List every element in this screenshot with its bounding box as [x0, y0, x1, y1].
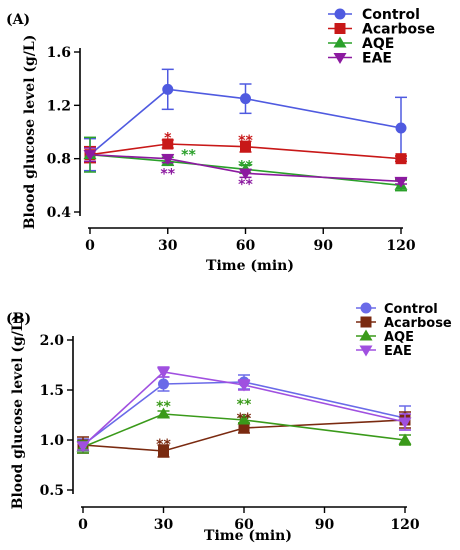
panel-a-control-point	[240, 93, 251, 105]
panel-a-legend-eae-marker	[333, 53, 347, 64]
panel-b-y-tick-label: 1.0	[40, 433, 65, 449]
panel-b-x-tick-label: 0	[78, 517, 88, 533]
panel-a-x-tick-label: 0	[85, 238, 95, 254]
panel-a-control-line	[89, 88, 402, 156]
panel-b-legend-acarbose-marker	[360, 316, 372, 328]
panel-a-eae-point	[161, 154, 175, 166]
panel-a-significance-label: **	[160, 166, 175, 182]
panel-a-label: (A)	[6, 12, 30, 28]
panel-b-acarbose-line	[82, 419, 406, 452]
panel-b-eae-point	[157, 367, 170, 379]
panel-b-eae-point	[237, 380, 251, 392]
panel-a-significance-label: *	[164, 130, 172, 146]
panel-a-eae-line	[89, 153, 402, 183]
panel-a-y-tick-label: 1.2	[47, 98, 71, 114]
panel-a-significance-label: **	[181, 148, 196, 164]
panel-a-x-tick-label: 120	[386, 238, 415, 254]
panel-a-legend-aqe-label: AQE	[362, 36, 394, 52]
panel-b-legend-control-label: Control	[384, 302, 438, 317]
panel-a-acarbose-point	[395, 153, 407, 165]
panel-a-eae-point	[239, 168, 252, 180]
panel-a-x-axis-title: Time (min)	[206, 258, 294, 274]
panel-a-significance-label: **	[238, 133, 253, 149]
panel-b-significance-label: **	[156, 399, 171, 415]
panel-b-eae-line	[82, 371, 406, 447]
panel-a-significance-label: **	[238, 177, 253, 193]
panel-b-significance-label: **	[156, 437, 171, 453]
panel-a-control-point	[395, 122, 407, 134]
panel-a-acarbose-point	[162, 138, 174, 150]
panel-b-control-point	[158, 378, 169, 390]
panel-b-control-line	[82, 381, 406, 446]
panel-a-eae-point	[394, 176, 408, 188]
panel-a-acarbose-point	[240, 141, 251, 153]
panel-a-acarbose-line	[89, 143, 402, 160]
panel-a-legend-eae-label: EAE	[362, 51, 392, 67]
panel-a-y-axis-title: Blood glucose level (g/L)	[22, 35, 38, 230]
panel-a-legend-control-label: Control	[362, 7, 420, 23]
panel-b-chart: (B) 0.5 1.0 1.5 2.0 0 30 60 90 120 Blood glucose l…	[6, 302, 452, 544]
panel-b-x-tick-label: 30	[154, 517, 174, 533]
panel-a-y-tick-label: 0.8	[47, 152, 71, 168]
panel-b-aqe-point	[237, 413, 251, 425]
panel-b-significance-label: **	[237, 397, 252, 413]
panel-a-legend-acarbose-marker	[334, 23, 346, 34]
panel-b-aqe-point	[398, 433, 412, 445]
panel-b-eae-point	[76, 441, 90, 453]
panel-a-legend-control-marker	[334, 8, 346, 20]
panel-a-significance-label: **	[238, 158, 253, 174]
panel-b-legend-control-marker	[360, 302, 372, 314]
panel-a-x-tick-label: 60	[236, 238, 256, 254]
panel-a-eae-point	[83, 150, 97, 162]
panel-b-y-tick-label: 0.5	[40, 483, 64, 499]
panel-b-legend-aqe-label: AQE	[384, 330, 414, 345]
panel-b-legend-aqe-marker	[359, 329, 373, 341]
panel-a-y-tick-label: 0.4	[47, 205, 72, 221]
panel-a-legend-acarbose-label: Acarbose	[362, 22, 435, 38]
panel-a-chart: (A) 0.4 0.8 1.2 1.6 0 30 60 90 120 Blood glucose l…	[6, 7, 435, 274]
panel-b-legend-eae-label: EAE	[384, 344, 412, 359]
panel-b-acarbose-point	[238, 422, 250, 434]
panel-b-aqe-point	[157, 407, 170, 419]
panel-b-label: (B)	[6, 311, 31, 327]
panel-a-legend-aqe-marker	[333, 36, 347, 48]
panel-b-acarbose-point	[158, 445, 169, 457]
panel-a-x-tick-label: 30	[158, 238, 178, 254]
panel-a-y-tick-label: 1.6	[47, 45, 71, 61]
panel-b-x-tick-label: 90	[315, 517, 335, 533]
panel-a-control-point	[162, 83, 174, 95]
panel-b-y-axis-title: Blood glucose level (g/L)	[10, 315, 26, 510]
panel-b-y-tick-label: 1.5	[40, 383, 64, 399]
panel-b-significance-label: **	[237, 411, 252, 427]
panel-b-legend-eae-marker	[359, 345, 373, 357]
panel-a-x-tick-label: 90	[314, 238, 334, 254]
panel-b-y-tick-label: 2.0	[40, 333, 65, 349]
panel-b-x-tick-label: 120	[390, 517, 419, 533]
panel-b-x-tick-label: 60	[234, 517, 254, 533]
panel-b-legend-acarbose-label: Acarbose	[384, 316, 452, 331]
panel-b-eae-point	[398, 417, 412, 429]
panel-b-aqe-line	[82, 413, 406, 448]
panel-b-x-axis-title: Time (min)	[204, 528, 292, 544]
